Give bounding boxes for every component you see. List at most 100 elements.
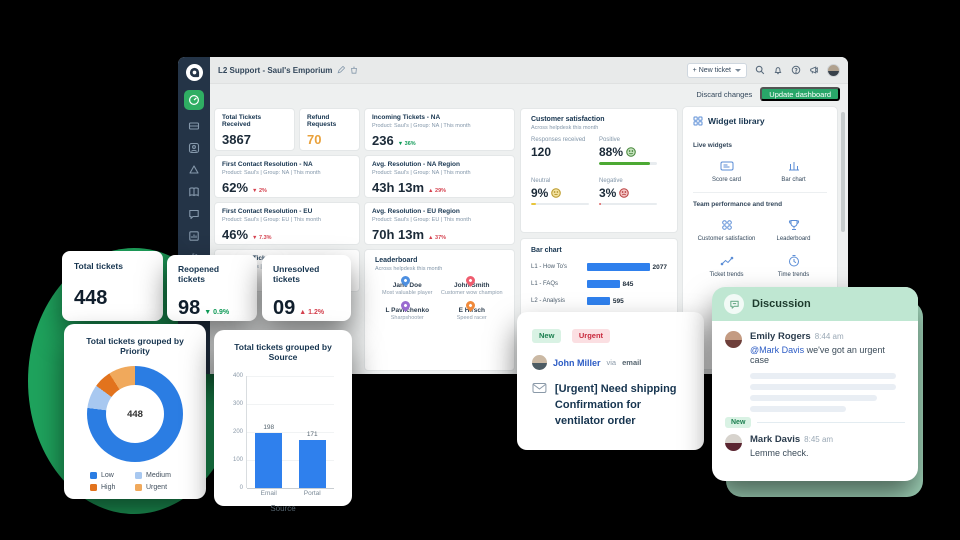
message-time: 8:44 am <box>814 332 844 341</box>
notifications-bell-icon[interactable] <box>773 65 783 75</box>
scorecard-avg-resolution-na[interactable]: Avg. Resolution - NA Region Product: Sau… <box>364 155 515 198</box>
scorecard-total-tickets-received[interactable]: Total Tickets Received 3867 <box>214 108 295 151</box>
scorecard-value: 3867 <box>222 132 251 147</box>
scorecard-refund-requests[interactable]: Refund Requests 70 <box>299 108 360 151</box>
trend-delta: ▼ 36% <box>397 141 416 147</box>
bar-label: L1 - FAQs <box>531 281 559 287</box>
bar-label: L2 - Analysis <box>531 298 566 304</box>
scorecard-title: Refund Requests <box>307 114 337 128</box>
sidebar-item-forums[interactable] <box>188 207 201 220</box>
donut-center-value: 448 <box>127 408 143 420</box>
mention-link[interactable]: @Mark Davis <box>750 345 805 355</box>
widget-item-score-card[interactable]: Score card <box>693 159 760 183</box>
sidebar-item-solutions[interactable] <box>188 185 201 198</box>
scorecard-fcr-na[interactable]: First Contact Resolution - NA Product: S… <box>214 155 360 198</box>
bar-portal <box>298 440 326 488</box>
time-trends-icon <box>788 255 799 267</box>
widget-item-label: Time trends <box>777 272 810 278</box>
player-role: Speed racer <box>456 315 487 321</box>
scorecard-title: First Contact Resolution - EU <box>222 208 313 215</box>
stat-value: 120 <box>531 145 552 159</box>
chat-bubble-icon <box>724 294 744 314</box>
widget-item-customer-satisfaction[interactable]: Customer satisfaction <box>693 218 760 242</box>
positive-progress <box>599 162 651 165</box>
whats-new-icon[interactable] <box>809 65 819 75</box>
float-card-unresolved-tickets[interactable]: Unresolved tickets 09 ▲ 1.2% <box>262 255 351 321</box>
urgent-badge: Urgent <box>571 328 611 343</box>
update-dashboard-button[interactable]: Update dashboard <box>760 87 840 101</box>
grid-icon <box>693 116 703 126</box>
player-role: Sharpshooter <box>390 315 424 321</box>
discussion-card[interactable]: Discussion Emily Rogers 8:44 am @Mark Dav… <box>712 287 918 481</box>
email-subject[interactable]: [Urgent] Need shipping Confirmation for … <box>554 383 677 427</box>
help-icon[interactable] <box>791 65 801 75</box>
delete-dashboard-icon[interactable] <box>350 66 358 74</box>
scorecard-subtitle: Product: Saul's | Group: EU | This month <box>372 217 471 223</box>
widget-title: Leaderboard <box>375 257 418 264</box>
scorecard-value: 62% <box>222 180 249 195</box>
window-scrollbar[interactable] <box>841 112 845 232</box>
stat-label: Positive <box>599 137 621 143</box>
legend-item: Medium <box>135 472 180 479</box>
stat-label: Responses received <box>531 137 586 143</box>
source-chart-card[interactable]: Total tickets grouped by Source 400 300 … <box>214 330 352 513</box>
sidebar-item-dashboard[interactable] <box>184 90 204 110</box>
widget-item-time-trends[interactable]: Time trends <box>760 254 827 278</box>
leaderboard-widget[interactable]: Leaderboard Across helpdesk this month J… <box>364 249 515 371</box>
widget-item-ticket-trends[interactable]: Ticket trends <box>693 254 760 278</box>
widget-item-label: Score card <box>711 177 741 183</box>
scorecard-subtitle: Product: Saul's | Group: NA | This month <box>222 170 321 176</box>
float-card-reopened-tickets[interactable]: Reopened tickets 98 ▼ 0.9% <box>167 255 257 321</box>
scorecard-value: 70h 13m <box>372 227 425 242</box>
widget-title: Bar chart <box>531 247 562 254</box>
dashboard-toolbar: Discard changes Update dashboard <box>210 84 848 104</box>
sidebar-item-tickets[interactable] <box>188 119 201 132</box>
scorecard-fcr-eu[interactable]: First Contact Resolution - EU Product: S… <box>214 202 360 245</box>
ticket-trends-icon <box>720 256 733 266</box>
edit-dashboard-icon[interactable] <box>337 66 346 74</box>
message-author: Emily Rogers <box>750 331 811 342</box>
widget-item-label: Customer satisfaction <box>697 236 756 242</box>
scorecard-avg-resolution-eu[interactable]: Avg. Resolution - EU Region Product: Sau… <box>364 202 515 245</box>
player-name: L Pavlichenko <box>385 307 430 314</box>
scorecard-title: Avg. Resolution - NA Region <box>372 161 460 168</box>
envelope-icon <box>532 383 547 393</box>
chart-title: Total tickets grouped by Priority <box>86 336 184 356</box>
y-tick: 0 <box>239 485 243 491</box>
urgent-email-card[interactable]: New Urgent John Miller via email [Urgent… <box>517 312 704 450</box>
float-card-total-tickets[interactable]: Total tickets 448 <box>62 251 163 321</box>
player-name: Jane Doe <box>392 282 422 289</box>
sender-name[interactable]: John Miller <box>553 357 601 368</box>
search-icon[interactable] <box>755 65 765 75</box>
scorecard-title: Avg. Resolution - EU Region <box>372 208 460 215</box>
discard-changes-button[interactable]: Discard changes <box>696 89 753 99</box>
chevron-down-icon <box>735 68 741 72</box>
scorecard-value: 43h 13m <box>372 180 425 195</box>
discussion-title: Discussion <box>752 298 811 310</box>
widget-item-bar-chart[interactable]: Bar chart <box>760 159 827 183</box>
message-skeleton <box>750 373 905 412</box>
sidebar-item-escalations[interactable] <box>188 163 201 176</box>
scorecard-incoming-tickets-na[interactable]: Incoming Tickets - NA Product: Saul's | … <box>364 108 515 151</box>
user-avatar[interactable] <box>827 63 840 77</box>
new-ticket-button[interactable]: + New ticket <box>686 62 747 78</box>
legend-item: Low <box>90 472 135 479</box>
scorecard-value: 236 <box>372 133 394 148</box>
customer-satisfaction-widget[interactable]: Customer satisfaction Across helpdesk th… <box>520 108 678 233</box>
freshdesk-logo-icon[interactable] <box>185 64 203 81</box>
avatar-mark-davis <box>725 434 742 451</box>
sidebar-item-contacts[interactable] <box>188 141 201 154</box>
bar <box>587 263 650 271</box>
priority-chart-card[interactable]: Total tickets grouped by Priority 448 Lo… <box>64 324 206 499</box>
widget-item-label: Bar chart <box>781 177 806 183</box>
bar-row: L1 - FAQs 845 <box>531 280 667 288</box>
sidebar-item-analytics[interactable] <box>188 229 201 242</box>
y-tick: 300 <box>232 401 243 407</box>
new-messages-divider: New <box>725 417 905 428</box>
widget-item-leaderboard[interactable]: Leaderboard <box>760 218 827 242</box>
bar-row: L2 - Analysis 595 <box>531 297 667 305</box>
bar-label: L1 - How To's <box>531 264 568 270</box>
negative-stat: Negative 3% <box>599 178 667 205</box>
neutral-progress <box>531 202 537 205</box>
